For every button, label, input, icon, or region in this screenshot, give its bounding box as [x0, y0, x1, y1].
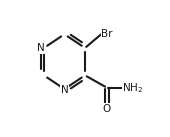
Text: O: O — [103, 104, 111, 114]
Text: Br: Br — [101, 29, 113, 39]
Text: N: N — [61, 85, 68, 95]
Text: NH$_2$: NH$_2$ — [122, 81, 143, 95]
Text: N: N — [37, 43, 44, 53]
